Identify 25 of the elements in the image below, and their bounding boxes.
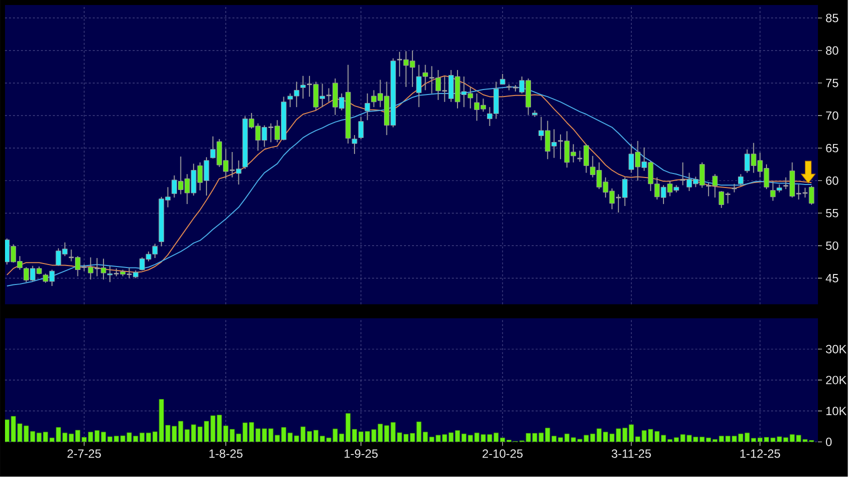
y-tick-label: 55 xyxy=(826,209,838,218)
y-tick-label: 80 xyxy=(826,46,838,55)
y-tick-label: 20K xyxy=(826,376,847,384)
y-tick-label: 10K xyxy=(826,406,847,416)
y-tick-label: 65 xyxy=(826,144,838,152)
y-tick-label: 30K xyxy=(826,344,847,354)
bar xyxy=(4,420,10,442)
y-tick-label: 60 xyxy=(826,176,838,185)
y-tick-label: 45 xyxy=(826,274,838,282)
x-tick-label: 2-7-25 xyxy=(68,449,101,458)
x-tick-label: 3-11-25 xyxy=(612,449,651,458)
y-tick-label: 0 xyxy=(826,438,832,446)
y-tick-label: 50 xyxy=(826,242,838,250)
candlestick xyxy=(358,116,364,140)
candlestick xyxy=(352,134,358,155)
candlestick xyxy=(738,174,744,186)
x-tick-label: 1-9-25 xyxy=(344,449,378,458)
y-tick-label: 85 xyxy=(826,14,838,22)
candlestick xyxy=(364,93,370,121)
y-tick-label: 75 xyxy=(826,78,838,88)
y-tick-label: 70 xyxy=(826,111,838,120)
x-tick-label: 2-10-25 xyxy=(482,449,523,458)
x-tick-label: 1-12-25 xyxy=(740,449,780,458)
candlestick xyxy=(500,74,506,85)
x-tick-label: 1-8-25 xyxy=(209,449,243,458)
